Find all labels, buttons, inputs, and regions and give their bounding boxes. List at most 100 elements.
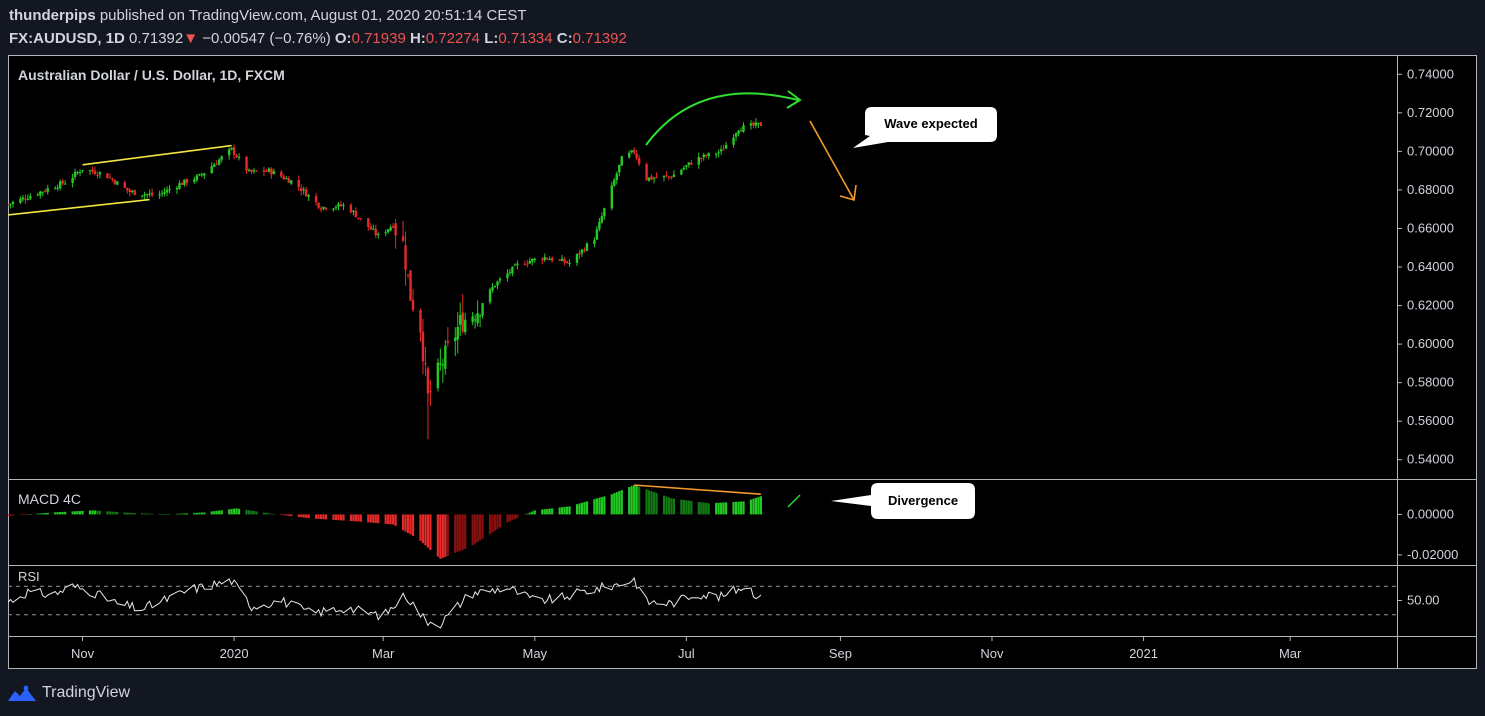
candle-body <box>198 174 201 176</box>
macd-bar <box>697 501 700 515</box>
candle-body <box>377 234 380 236</box>
trendline <box>82 144 232 166</box>
candle <box>546 257 549 260</box>
macd-bar <box>98 510 102 515</box>
candle-body <box>645 164 648 180</box>
projection-arrow-head <box>839 184 857 202</box>
candle <box>198 173 201 177</box>
high-value: 0.72274 <box>425 30 481 47</box>
candle-body <box>575 253 579 263</box>
macd-bar <box>633 485 636 515</box>
candle-body <box>742 125 745 132</box>
candle <box>227 147 231 160</box>
macd-bar <box>603 496 606 515</box>
high-label: H: <box>409 30 426 47</box>
macd-bar <box>19 514 22 516</box>
macd-bar <box>638 486 641 515</box>
candle-body <box>302 189 305 191</box>
candle <box>593 237 596 248</box>
candle-body <box>722 149 725 151</box>
macd-bar <box>265 513 268 515</box>
candle-body <box>247 169 251 171</box>
candle <box>126 187 129 194</box>
candle <box>511 266 514 277</box>
candle-body <box>220 156 223 160</box>
candle <box>670 175 673 180</box>
candle <box>150 188 154 198</box>
candle-body <box>419 310 422 333</box>
candle <box>319 206 323 213</box>
candle-body <box>456 327 459 340</box>
candle <box>357 217 360 220</box>
candle <box>46 184 49 195</box>
macd-bar <box>421 514 425 544</box>
candle <box>444 339 447 375</box>
candle-body <box>76 172 79 174</box>
open-label: O: <box>334 30 352 47</box>
candle <box>459 302 462 336</box>
candle-body <box>637 157 641 164</box>
macd-bar <box>290 514 293 517</box>
candle <box>140 195 144 199</box>
macd-bar <box>141 513 144 515</box>
candle-body <box>307 195 310 197</box>
macd-bar <box>700 502 703 515</box>
candle-body <box>21 197 25 200</box>
macd-bar <box>429 514 432 550</box>
macd-bar <box>96 510 99 515</box>
candle-body <box>24 198 27 200</box>
candle <box>742 122 745 133</box>
candle-body <box>36 194 40 196</box>
macd-bar <box>46 512 49 515</box>
candle <box>446 327 450 347</box>
macd-bar <box>250 510 253 515</box>
rsi-line <box>8 576 762 629</box>
macd-bar <box>551 508 554 515</box>
macd-bar <box>108 511 111 515</box>
candle-body <box>632 150 636 153</box>
candle <box>409 270 412 302</box>
candle <box>652 176 656 184</box>
candle <box>116 180 119 185</box>
macd-bar <box>237 508 241 515</box>
candle-body <box>285 178 288 180</box>
macd-bar <box>680 499 683 515</box>
macd-bar <box>734 501 738 515</box>
macd-bar <box>655 492 658 515</box>
candle <box>732 134 735 148</box>
candle <box>106 172 109 179</box>
y-tick-label: 0.64000 <box>1407 259 1454 274</box>
candle-body <box>168 189 171 191</box>
candle-body <box>583 249 586 251</box>
candle-body <box>680 169 683 175</box>
macd-bar <box>652 492 656 515</box>
macd-bar <box>739 501 743 515</box>
macd-bar <box>725 502 728 515</box>
chart-canvas[interactable]: 0.74000 0.72000 0.70000 0.68000 0.66000 0.640… <box>8 55 1477 669</box>
macd-bar <box>628 487 631 515</box>
candle <box>697 152 700 169</box>
candle-body <box>444 345 447 369</box>
brand-name[interactable]: TradingView <box>42 684 131 701</box>
macd-bar <box>302 514 305 518</box>
macd-bar <box>406 514 410 534</box>
candle-body <box>58 181 62 189</box>
candle <box>610 181 614 211</box>
macd-bar <box>583 502 586 515</box>
candle <box>352 209 355 216</box>
candle-body <box>235 155 238 158</box>
macd-bar <box>210 511 213 515</box>
chart-area[interactable]: 0.74000 0.72000 0.70000 0.68000 0.66000 0.640… <box>8 55 1477 669</box>
author-name[interactable]: thunderpips <box>9 7 96 24</box>
candle <box>700 157 703 163</box>
candle-body <box>145 194 149 196</box>
macd-bar <box>635 485 638 515</box>
rsi-title: RSI <box>18 569 40 584</box>
candle <box>175 185 179 195</box>
candle <box>739 127 743 132</box>
y-tick-label: 0.62000 <box>1407 298 1454 313</box>
candle-body <box>578 252 581 255</box>
candle <box>290 179 293 186</box>
candle-body <box>424 363 427 365</box>
macd-bar <box>600 497 603 515</box>
